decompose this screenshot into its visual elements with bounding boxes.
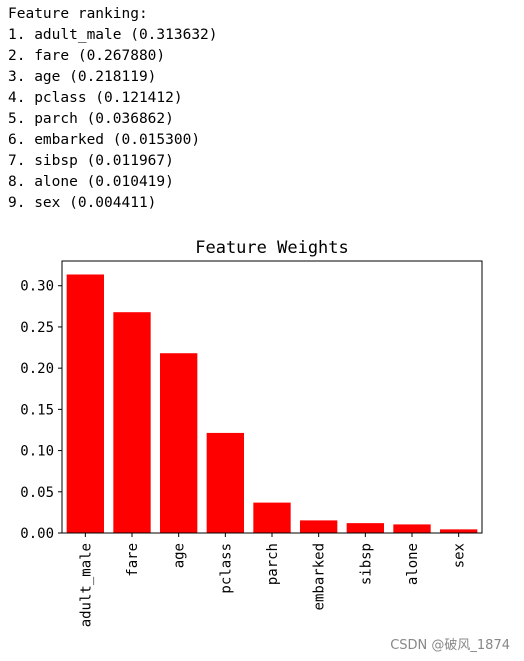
x-tick-label: sex: [452, 543, 468, 568]
bars: [66, 274, 478, 533]
ranking-line: 4. pclass (0.121412): [8, 90, 183, 106]
y-tick-label: 0.10: [20, 444, 54, 460]
x-tick-label: age: [172, 543, 188, 568]
bar-adult_male: [66, 274, 104, 533]
x-tick-label: sibsp: [358, 543, 374, 585]
y-tick-label: 0.30: [20, 279, 54, 295]
x-tick-label: pclass: [218, 543, 234, 594]
bar-sex: [440, 529, 478, 533]
x-tick-label: fare: [125, 543, 141, 577]
bar-age: [160, 353, 198, 533]
x-axis: adult_male fare age pclass parch embarked sibs…: [78, 533, 468, 627]
y-axis: 0.00 0.05 0.10 0.15 0.20 0.25 0.30: [20, 279, 62, 542]
bar-parch: [253, 502, 291, 533]
plot-frame: [61, 260, 483, 534]
ranking-line: 2. fare (0.267880): [8, 48, 166, 64]
ranking-line: 7. sibsp (0.011967): [8, 153, 174, 169]
ranking-line: 8. alone (0.010419): [8, 174, 174, 190]
x-tick-label: adult_male: [78, 543, 94, 627]
y-tick-label: 0.25: [20, 320, 54, 336]
chart-title: Feature Weights: [195, 238, 349, 258]
y-tick-label: 0.20: [20, 361, 54, 377]
bar-sibsp: [346, 523, 384, 533]
y-tick-label: 0.15: [20, 402, 54, 418]
ranking-line: 1. adult_male (0.313632): [8, 27, 218, 43]
ranking-line: 3. age (0.218119): [8, 69, 157, 85]
x-tick-label: embarked: [312, 543, 328, 610]
x-tick-label: alone: [405, 543, 421, 585]
bar-pclass: [206, 432, 244, 533]
bar-alone: [393, 524, 431, 533]
bar-embarked: [300, 520, 338, 533]
ranking-line: 6. embarked (0.015300): [8, 132, 201, 148]
bar-fare: [113, 312, 151, 533]
x-tick-label: parch: [265, 543, 281, 585]
y-tick-label: 0.05: [20, 485, 54, 501]
feature-weights-chart: Feature Weights 0.00 0.05 0.10 0.15 0.20 0.25…: [20, 238, 483, 627]
ranking-line: 9. sex (0.004411): [8, 195, 157, 211]
watermark: CSDN @破风_1874: [390, 638, 510, 653]
ranking-line: 5. parch (0.036862): [8, 111, 174, 127]
feature-ranking-output: Feature ranking: 1. adult_male (0.313632…: [8, 4, 218, 214]
y-tick-label: 0.00: [20, 526, 54, 542]
ranking-header: Feature ranking:: [8, 6, 148, 22]
